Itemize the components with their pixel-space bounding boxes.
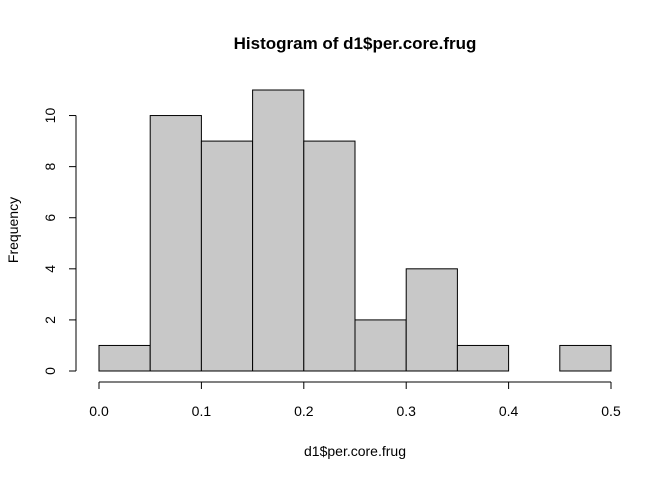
- x-tick-label: 0.1: [192, 403, 212, 419]
- histogram-bar: [98, 344, 151, 372]
- y-tick-label: 2: [42, 316, 58, 324]
- x-tick-label: 0.2: [294, 403, 314, 419]
- histogram-bar: [303, 140, 356, 372]
- y-tick-label: 4: [42, 265, 58, 273]
- histogram-bar: [252, 89, 305, 372]
- histogram-bar: [559, 344, 612, 372]
- x-tick-label: 0.4: [499, 403, 519, 419]
- x-axis-label: d1$per.core.frug: [304, 443, 406, 459]
- chart-title: Histogram of d1$per.core.frug: [234, 34, 477, 53]
- y-axis: 0 2 4 6 8 10: [42, 108, 77, 375]
- y-tick-label: 6: [42, 214, 58, 222]
- x-axis: 0.0 0.1 0.2 0.3 0.4 0.5: [89, 381, 621, 419]
- histogram-bar: [405, 268, 458, 372]
- histogram-bar: [456, 344, 510, 372]
- y-tick-label: 8: [42, 163, 58, 171]
- histogram-bar: [354, 319, 407, 372]
- histogram-bar: [149, 115, 202, 372]
- y-axis-label: Frequency: [5, 197, 21, 263]
- histogram-bar: [200, 140, 254, 372]
- bars-group: [98, 89, 612, 372]
- y-tick-label: 10: [42, 108, 58, 124]
- x-tick-label: 0.3: [396, 403, 416, 419]
- y-tick-label: 0: [42, 367, 58, 375]
- x-tick-label: 0.0: [89, 403, 109, 419]
- x-tick-label: 0.5: [601, 403, 621, 419]
